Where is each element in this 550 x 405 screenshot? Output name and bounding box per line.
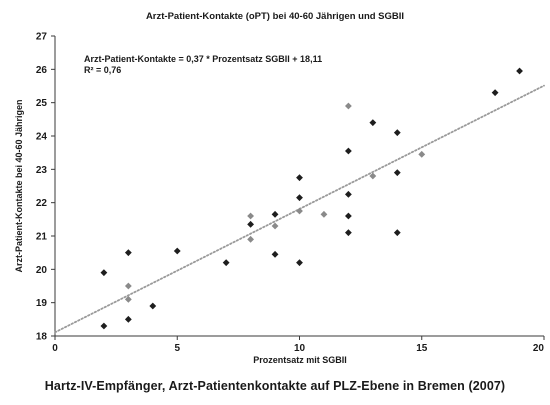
y-tick-label: 27 [36, 32, 48, 43]
regression-equation: Arzt-Patient-Kontakte = 0,37 * Prozentsa… [84, 54, 322, 64]
data-point [345, 147, 352, 155]
data-point [491, 89, 499, 97]
data-point [271, 222, 279, 230]
y-tick-label: 26 [36, 65, 48, 76]
x-tick-label: 5 [174, 343, 180, 354]
data-point [124, 295, 132, 303]
data-point [369, 172, 377, 180]
data-point [271, 210, 279, 218]
data-point [418, 150, 426, 158]
data-point [247, 220, 254, 228]
data-point [393, 169, 401, 177]
data-point [345, 212, 352, 220]
data-point [345, 190, 352, 198]
data-point [393, 229, 401, 237]
data-point [149, 302, 157, 310]
y-tick-label: 23 [36, 165, 48, 176]
data-point [222, 259, 230, 267]
data-point [247, 212, 254, 220]
y-tick-label: 21 [36, 232, 48, 243]
data-point [296, 174, 303, 182]
data-point [320, 210, 328, 218]
data-point [296, 259, 303, 267]
data-point [173, 247, 181, 255]
data-points [100, 67, 523, 330]
data-point [247, 235, 254, 243]
y-axis-label: Arzt-Patient-Kontakte bei 40-60 Jährigen [14, 99, 24, 272]
plot-area [54, 36, 544, 337]
y-tick-label: 24 [36, 132, 48, 143]
y-axis-ticks: 18 19 20 21 22 23 24 25 26 27 [36, 32, 55, 343]
data-point [345, 102, 352, 110]
y-tick-label: 19 [36, 298, 48, 309]
y-tick-label: 22 [36, 198, 48, 209]
data-point [345, 229, 352, 237]
data-point [516, 67, 523, 75]
data-point [393, 129, 401, 137]
data-point [100, 269, 108, 277]
data-point [271, 250, 279, 258]
data-point [100, 322, 108, 330]
data-point [369, 119, 377, 127]
data-point [124, 282, 132, 290]
chart-title: Arzt-Patient-Kontakte (oPT) bei 40-60 Jä… [146, 11, 404, 22]
y-tick-label: 20 [36, 265, 48, 276]
data-point [296, 194, 303, 202]
x-tick-label: 0 [52, 343, 58, 354]
r-squared-label: R² = 0,76 [84, 65, 121, 75]
data-point [124, 249, 132, 257]
y-tick-label: 25 [36, 98, 48, 109]
x-tick-label: 10 [294, 343, 306, 354]
y-tick-label: 18 [36, 332, 48, 343]
x-axis-ticks: 0 5 10 15 20 [52, 336, 545, 354]
x-axis-label: Prozentsatz mit SGBII [253, 355, 347, 365]
figure-caption: Hartz-IV-Empfänger, Arzt-Patientenkontak… [44, 379, 506, 393]
data-point [124, 315, 132, 323]
x-tick-label: 20 [533, 343, 545, 354]
x-tick-label: 15 [416, 343, 428, 354]
data-point [296, 207, 303, 215]
